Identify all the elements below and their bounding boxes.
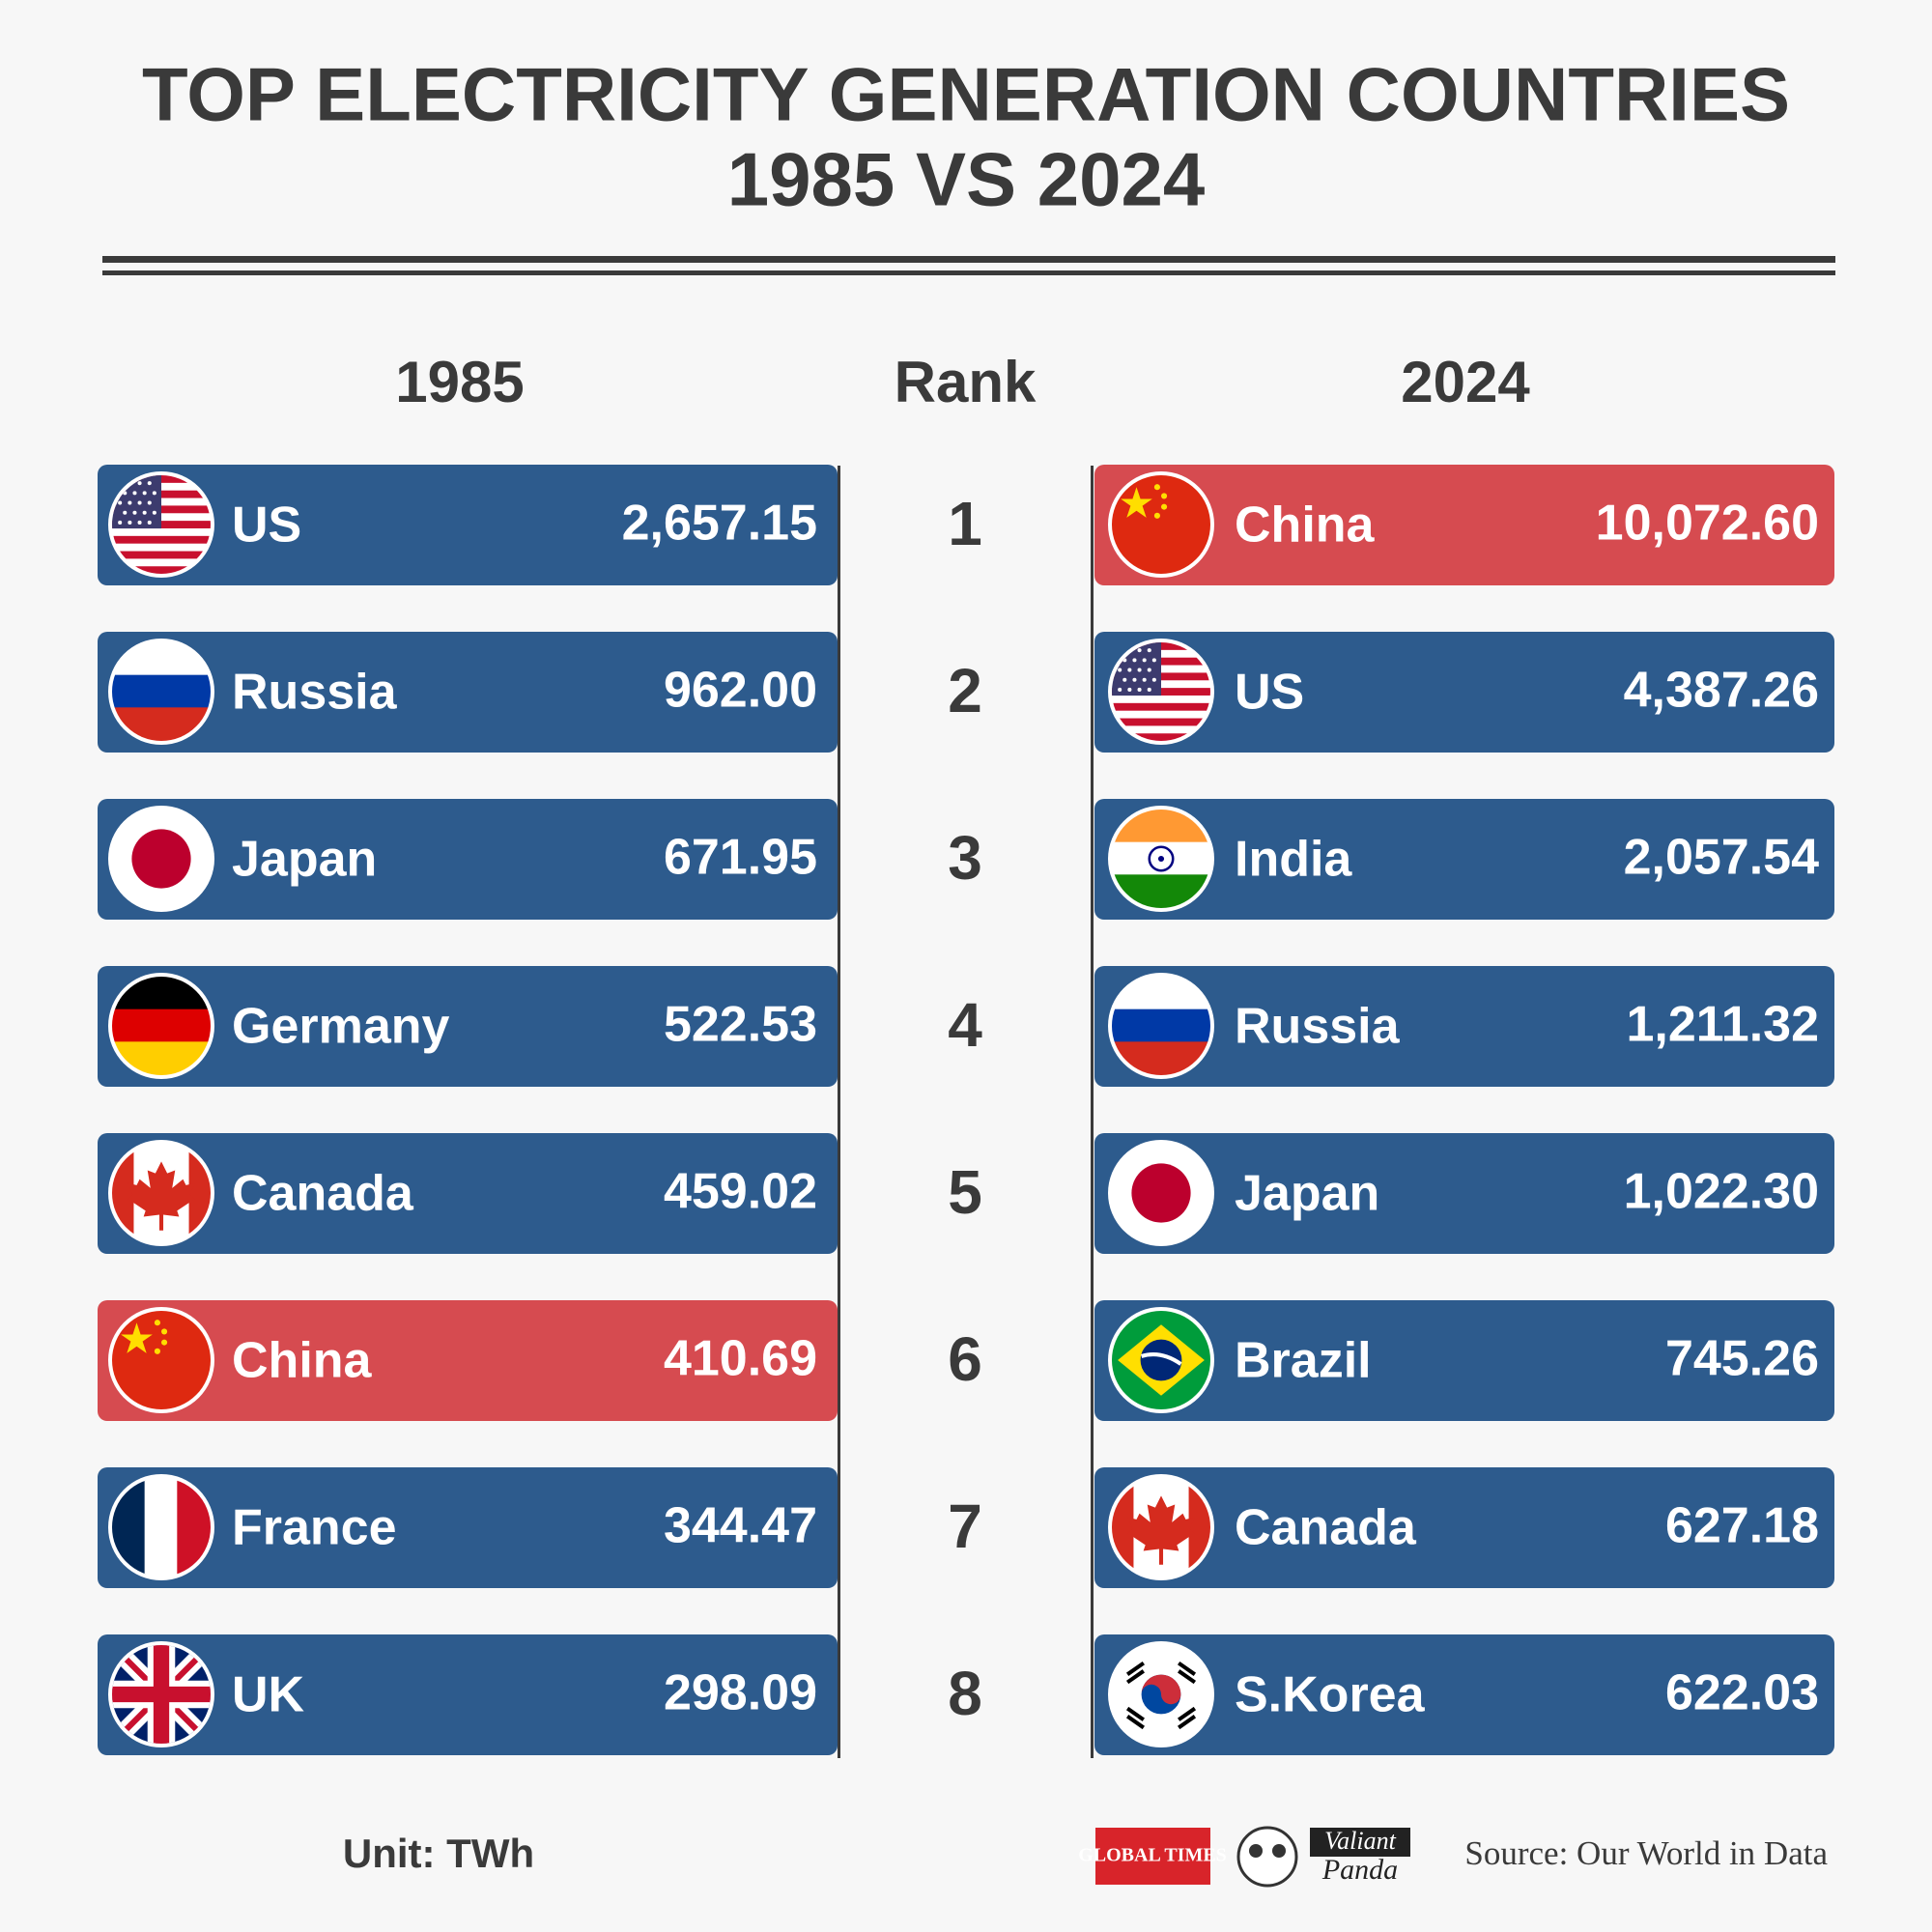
row-bar [98, 1467, 838, 1588]
rows: US 2,657.15 China 10,072.60 1 Russia 962.00 US 4… [98, 465, 1834, 1755]
flag [112, 977, 211, 1075]
rank: 5 [948, 1157, 982, 1227]
flag [112, 475, 211, 574]
value: 627.18 [1665, 1498, 1819, 1554]
country-name: US [1235, 665, 1304, 721]
flag [112, 810, 211, 908]
row-bar [98, 799, 838, 920]
flag [112, 1645, 211, 1744]
value: 671.95 [664, 830, 817, 886]
panda-icon [1249, 1844, 1263, 1858]
column-header: 1985 [395, 350, 524, 414]
row-bar [1094, 966, 1834, 1087]
logo [1310, 1828, 1410, 1857]
rule [102, 256, 1835, 263]
row-bar [1094, 1634, 1834, 1755]
panda-icon [1272, 1844, 1286, 1858]
country-name: Canada [1235, 1500, 1417, 1556]
flag [1112, 977, 1210, 1075]
column-header: 2024 [1401, 350, 1530, 414]
flag [1112, 810, 1210, 908]
value: 4,387.26 [1624, 663, 1819, 719]
row-bar [98, 632, 838, 753]
flag [112, 1311, 211, 1409]
title: TOP ELECTRICITY GENERATION COUNTRIES [142, 52, 1790, 137]
logo-text: Valiant [1324, 1827, 1396, 1855]
flag [1112, 642, 1210, 741]
rank: 8 [948, 1659, 982, 1728]
row-bar [98, 1300, 838, 1421]
subtitle: 1985 VS 2024 [727, 137, 1205, 222]
value: 2,657.15 [622, 496, 817, 552]
value: 1,211.32 [1626, 997, 1819, 1053]
flag [112, 1478, 211, 1577]
flag [1112, 1478, 1210, 1577]
value: 2,057.54 [1624, 830, 1819, 886]
row-bar [1094, 465, 1834, 585]
country-name: Japan [1235, 1166, 1379, 1222]
rank: 6 [948, 1324, 982, 1394]
country-name: France [232, 1500, 397, 1556]
country-name: Brazil [1235, 1333, 1372, 1389]
rule [102, 270, 1835, 275]
row-bar [98, 966, 838, 1087]
rank: 1 [948, 489, 982, 558]
value: 1,022.30 [1624, 1164, 1819, 1220]
unit: Unit: TWh [343, 1831, 534, 1876]
logo-text: GLOBAL TIMES [1078, 1845, 1227, 1866]
country-name: Russia [1235, 999, 1401, 1055]
divider [838, 466, 840, 1758]
value: 10,072.60 [1596, 496, 1819, 552]
value: 522.53 [664, 997, 817, 1053]
country-name: China [232, 1333, 373, 1389]
value: 298.09 [664, 1665, 817, 1721]
row-bar [98, 1634, 838, 1755]
flag [1112, 1311, 1210, 1409]
rank: 2 [948, 656, 982, 725]
divider [1091, 466, 1094, 1758]
source: Source: Our World in Data [1464, 1834, 1828, 1872]
value: 745.26 [1665, 1331, 1819, 1387]
country-name: Japan [232, 832, 377, 888]
column-header: Rank [895, 350, 1037, 414]
country-name: Canada [232, 1166, 414, 1222]
rank: 3 [948, 823, 982, 893]
row-bar [1094, 799, 1834, 920]
value: 410.69 [664, 1331, 817, 1387]
logo [1095, 1828, 1210, 1885]
flag [1112, 475, 1210, 574]
row-bar [98, 465, 838, 585]
rank: 7 [948, 1492, 982, 1561]
logo-text: Panda [1321, 1854, 1398, 1886]
flag [112, 1144, 211, 1242]
flag [1112, 1144, 1210, 1242]
row-bar [1094, 1467, 1834, 1588]
value: 962.00 [664, 663, 817, 719]
value: 344.47 [664, 1498, 817, 1554]
country-name: Germany [232, 999, 450, 1055]
country-name: S.Korea [1235, 1667, 1426, 1723]
country-name: UK [232, 1667, 305, 1723]
flag [1112, 1645, 1210, 1744]
row-bar [1094, 1300, 1834, 1421]
country-name: India [1235, 832, 1352, 888]
country-name: China [1235, 497, 1376, 554]
flag [112, 642, 211, 741]
rank: 4 [948, 990, 982, 1060]
row-bar [98, 1133, 838, 1254]
country-name: Russia [232, 665, 398, 721]
value: 459.02 [664, 1164, 817, 1220]
country-name: US [232, 497, 301, 554]
row-bar [1094, 632, 1834, 753]
row-bar [1094, 1133, 1834, 1254]
panda-icon [1236, 1826, 1298, 1888]
value: 622.03 [1665, 1665, 1819, 1721]
